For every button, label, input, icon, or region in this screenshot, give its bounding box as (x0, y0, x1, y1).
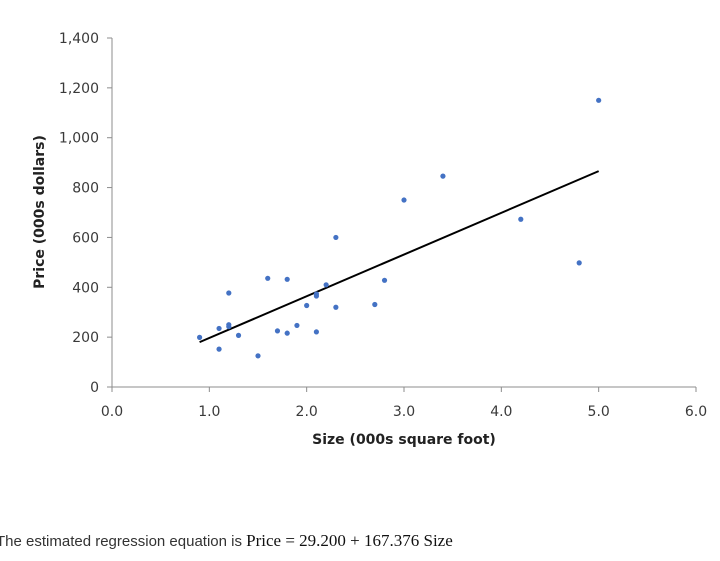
data-points (197, 97, 602, 359)
data-point (294, 322, 300, 329)
data-point (440, 173, 446, 179)
data-point (518, 216, 524, 222)
y-tick-label: 600 (72, 230, 99, 246)
regression-caption: The estimated regression equation is Pri… (0, 531, 453, 551)
y-tick-label: 1,400 (59, 31, 99, 47)
data-point (197, 334, 203, 340)
trendline (199, 170, 600, 344)
x-tick-label: 3.0 (393, 404, 415, 420)
data-point (304, 302, 310, 309)
x-tick-label: 4.0 (490, 404, 512, 420)
data-point (372, 301, 378, 308)
y-tick-label: 400 (72, 280, 99, 296)
data-point (226, 290, 232, 296)
caption-text: The estimated regression equation is (0, 533, 247, 550)
y-axis-title: Price (000s dollars) (32, 135, 48, 289)
x-tick-label: 5.0 (588, 404, 610, 420)
axes (107, 37, 697, 392)
data-point (255, 353, 261, 359)
x-tick-label: 6.0 (685, 404, 707, 420)
x-tick-label: 0.0 (101, 404, 123, 420)
x-axis-title: Size (000s square foot) (312, 432, 496, 448)
data-point (576, 260, 582, 266)
data-point (333, 304, 339, 310)
scatter-chart: 0 200 400 600 800 1,000 1,200 1,400 0.0 1.0 2.0 3.0… (32, 31, 707, 448)
data-point (274, 328, 281, 334)
y-tick-label: 800 (72, 181, 99, 197)
data-point (313, 291, 319, 297)
data-point (284, 330, 290, 336)
data-point (265, 275, 271, 281)
x-tick-label: 1.0 (198, 404, 220, 420)
tick-labels: 0 200 400 600 800 1,000 1,200 1,400 0.0 1.0 2.0 3.0… (59, 31, 707, 420)
y-tick-label: 200 (72, 330, 99, 346)
data-point (323, 282, 329, 288)
data-point (216, 325, 222, 332)
y-tick-label: 1,200 (59, 81, 99, 97)
data-point (284, 276, 290, 282)
data-point (313, 329, 319, 335)
y-tick-label: 1,000 (59, 131, 99, 147)
data-point (226, 324, 232, 330)
x-tick-label: 2.0 (296, 404, 318, 420)
data-point (235, 332, 242, 338)
y-tick-label: 0 (90, 380, 99, 396)
data-point (381, 277, 388, 283)
trendline-group (199, 170, 600, 344)
data-point (401, 197, 407, 203)
data-point (216, 346, 222, 352)
regression-equation: Price = 29.200 + 167.376 Size (246, 531, 453, 550)
data-point (596, 97, 602, 103)
data-point (333, 234, 339, 241)
